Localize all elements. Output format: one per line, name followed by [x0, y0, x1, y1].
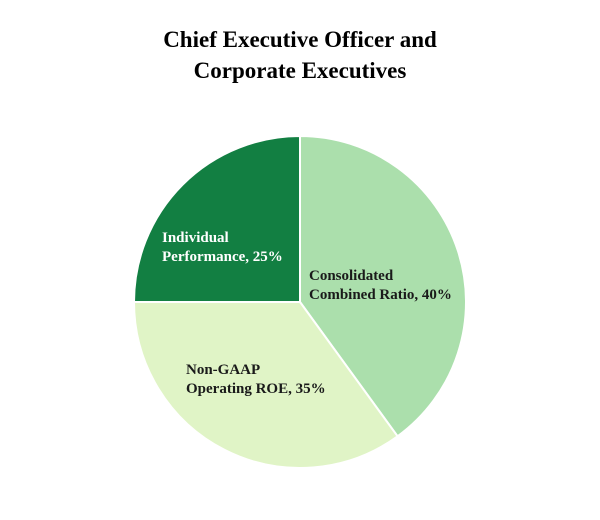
- chart-title-line-2: Corporate Executives: [193, 58, 407, 83]
- pie-slice-3: [132, 134, 301, 303]
- pie-slice-label-1-line-1: Consolidated: [309, 268, 394, 284]
- pie-slice-label-1-line-2: Combined Ratio, 40%: [309, 287, 452, 303]
- pie-slice-label-1: Consolidated Combined Ratio, 40%: [309, 268, 452, 303]
- pie-slice-label-3-line-1: Individual: [162, 230, 229, 246]
- pie-slice-label-2-line-2: Operating ROE, 35%: [186, 381, 326, 397]
- chart-title: Chief Executive Officer and Corporate Ex…: [0, 24, 600, 86]
- pie-slice-label-2: Non-GAAP Operating ROE, 35%: [186, 362, 326, 397]
- pie-slice-label-2-line-1: Non-GAAP: [186, 362, 260, 378]
- pie-slice-2: [132, 301, 399, 470]
- pie-slice-1: [299, 134, 467, 438]
- pie-slice-label-3: Individual Performance, 25%: [162, 230, 283, 265]
- pie-slice-label-3-line-2: Performance, 25%: [162, 249, 283, 265]
- chart-title-line-1: Chief Executive Officer and: [163, 27, 437, 52]
